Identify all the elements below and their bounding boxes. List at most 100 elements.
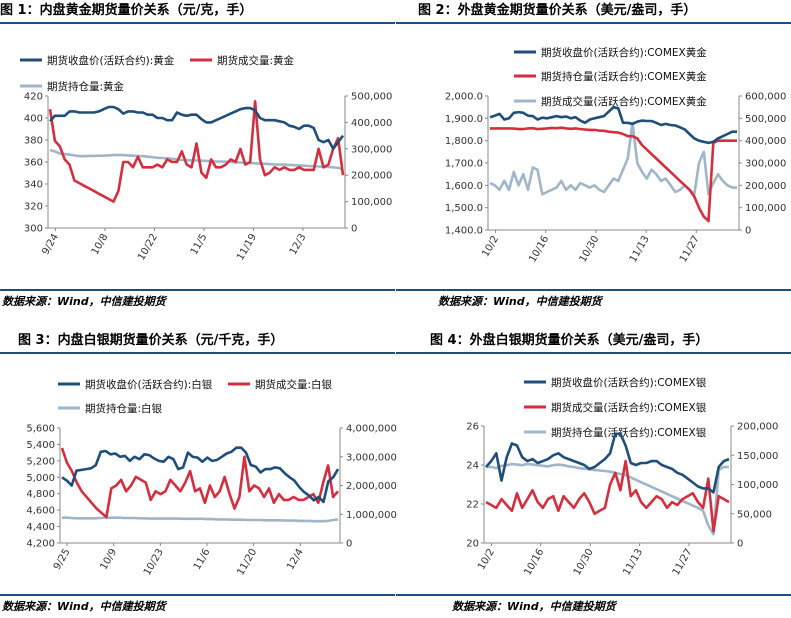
x-tick-label: 10/16 [522, 547, 546, 577]
series-line [62, 516, 339, 523]
y-right-tick-label: 400,000 [745, 136, 786, 147]
y-left-tick-label: 400 [24, 114, 43, 125]
x-tick-label: 10/16 [527, 234, 551, 264]
series-line [48, 100, 345, 203]
panel-4: 图 4：外盘白银期货量价关系（美元/盎司，手） 期货收盘价(活跃合约):COME… [396, 330, 791, 618]
x-tick-label: 12/3 [288, 232, 309, 257]
x-tick-label: 10/9 [99, 547, 120, 572]
y-right-tick-label: 1,000,000 [346, 510, 397, 521]
legend-label: 期货收盘价(活跃合约):黄金 [47, 54, 175, 67]
y-left-tick-label: 1,600.0 [445, 181, 483, 192]
x-tick-label: 10/2 [480, 234, 501, 259]
y-right-tick-label: 4,000,000 [346, 424, 397, 435]
x-tick-label: 9/25 [52, 547, 73, 572]
x-tick-label: 11/27 [678, 234, 702, 264]
legend-label: 期货持仓量(活跃合约):COMEX银 [551, 426, 707, 439]
x-tick-label: 11/27 [671, 547, 695, 577]
legend-label: 期货收盘价(活跃合约):COMEX银 [551, 376, 707, 389]
legend-label: 期货持仓量:黄金 [47, 80, 125, 93]
y-left-tick-label: 1,700.0 [445, 159, 483, 170]
y-left-tick-label: 420 [24, 92, 43, 103]
x-tick-label: 10/22 [136, 232, 160, 262]
y-left-tick-label: 380 [24, 136, 43, 147]
y-left-tick-label: 26 [466, 422, 479, 433]
legend-label: 期货成交量(活跃合约):COMEX银 [551, 401, 707, 414]
y-left-tick-label: 22 [466, 500, 479, 511]
y-left-tick-label: 320 [24, 202, 43, 213]
y-left-tick-label: 4,600 [26, 506, 55, 517]
x-tick-label: 11/5 [189, 232, 210, 257]
legend-label: 期货成交量:白银 [255, 378, 333, 391]
source-note: 数据来源：Wind，中信建投期货 [452, 600, 616, 613]
y-left-tick-label: 1,500.0 [445, 203, 483, 214]
source-note: 数据来源：Wind，中信建投期货 [438, 295, 602, 308]
x-tick-label: 10/30 [578, 234, 602, 264]
panel-2: 图 2：外盘黄金期货量价关系（美元/盎司，手） 期货收盘价(活跃合约):COME… [396, 0, 791, 310]
y-right-tick-label: 500,000 [745, 114, 786, 125]
y-left-tick-label: 5,200 [26, 456, 55, 467]
y-right-tick-label: 500,000 [351, 92, 392, 103]
y-right-tick-label: 0 [346, 539, 352, 550]
x-tick-label: 11/6 [192, 547, 213, 572]
y-left-tick-label: 4,400 [26, 522, 55, 533]
legend-label: 期货收盘价(活跃合约):COMEX黄金 [541, 46, 707, 59]
y-right-tick-label: 300,000 [745, 159, 786, 170]
figure-caption: 图 1：内盘黄金期货量价关系（元/克，手） [0, 0, 395, 24]
y-left-tick-label: 4,800 [26, 489, 55, 500]
y-right-tick-label: 100,000 [351, 197, 392, 208]
y-left-tick-label: 24 [466, 461, 479, 472]
y-right-tick-label: 600,000 [745, 92, 786, 103]
y-right-tick-label: 2,000,000 [346, 481, 397, 492]
y-right-tick-label: 50,000 [737, 509, 772, 520]
figure-caption: 图 3：内盘白银期货量价关系（元/千克，手） [0, 330, 395, 354]
series-line [485, 432, 730, 494]
x-tick-label: 11/19 [235, 232, 259, 262]
y-right-tick-label: 200,000 [351, 171, 392, 182]
series-line [489, 121, 737, 196]
panel-3: 图 3：内盘白银期货量价关系（元/千克，手） 期货收盘价(活跃合约):白银 期货成… [0, 330, 397, 618]
figure-caption: 图 2：外盘黄金期货量价关系（美元/盎司，手） [396, 0, 791, 24]
figure-caption: 图 4：外盘白银期货量价关系（美元/盎司，手） [396, 330, 791, 354]
source-note: 数据来源：Wind，中信建投期货 [2, 600, 166, 613]
series-line [486, 462, 729, 536]
footer-rule [396, 594, 791, 596]
y-left-tick-label: 1,400.0 [445, 226, 483, 237]
y-right-tick-label: 200,000 [745, 181, 786, 192]
x-tick-label: 10/2 [476, 547, 497, 572]
x-tick-label: 10/8 [90, 232, 111, 257]
x-tick-label: 10/30 [572, 547, 596, 577]
y-right-tick-label: 400,000 [351, 118, 392, 129]
x-tick-label: 11/13 [621, 547, 645, 577]
y-left-tick-label: 5,000 [26, 473, 55, 484]
x-tick-label: 11/13 [628, 234, 652, 264]
footer-rule [396, 289, 791, 291]
y-right-tick-label: 0 [745, 226, 751, 237]
y-left-tick-label: 1,900.0 [445, 114, 483, 125]
x-tick-label: 10/23 [142, 547, 166, 577]
y-right-tick-label: 100,000 [745, 203, 786, 214]
y-left-tick-label: 360 [24, 158, 43, 169]
footer-rule [0, 594, 395, 596]
panel-1: 图 1：内盘黄金期货量价关系（元/克，手） 期货收盘价(活跃合约):黄金 期货成交… [0, 0, 395, 310]
y-left-tick-label: 2,000.0 [445, 92, 483, 103]
series-line [490, 126, 737, 223]
y-right-tick-label: 0 [737, 539, 743, 550]
y-left-tick-label: 300 [24, 224, 43, 235]
series-line [489, 105, 737, 145]
y-left-tick-label: 1,800.0 [445, 136, 483, 147]
x-tick-label: 11/20 [235, 547, 259, 577]
footer-rule [0, 289, 395, 291]
y-right-tick-label: 100,000 [737, 480, 778, 491]
source-note: 数据来源：Wind，中信建投期货 [2, 295, 166, 308]
y-left-tick-label: 4,200 [26, 539, 55, 550]
series-line [60, 447, 339, 519]
series-line [49, 105, 345, 151]
chart-4: 期货收盘价(活跃合约):COMEX银期货成交量(活跃合约):COMEX银期货持仓… [466, 376, 778, 577]
y-right-tick-label: 150,000 [737, 451, 778, 462]
y-left-tick-label: 20 [466, 539, 479, 550]
chart-2: 期货收盘价(活跃合约):COMEX黄金期货持仓量(活跃合约):COMEX黄金期货… [445, 46, 787, 264]
series-line [61, 446, 340, 504]
y-right-tick-label: 3,000,000 [346, 452, 397, 463]
